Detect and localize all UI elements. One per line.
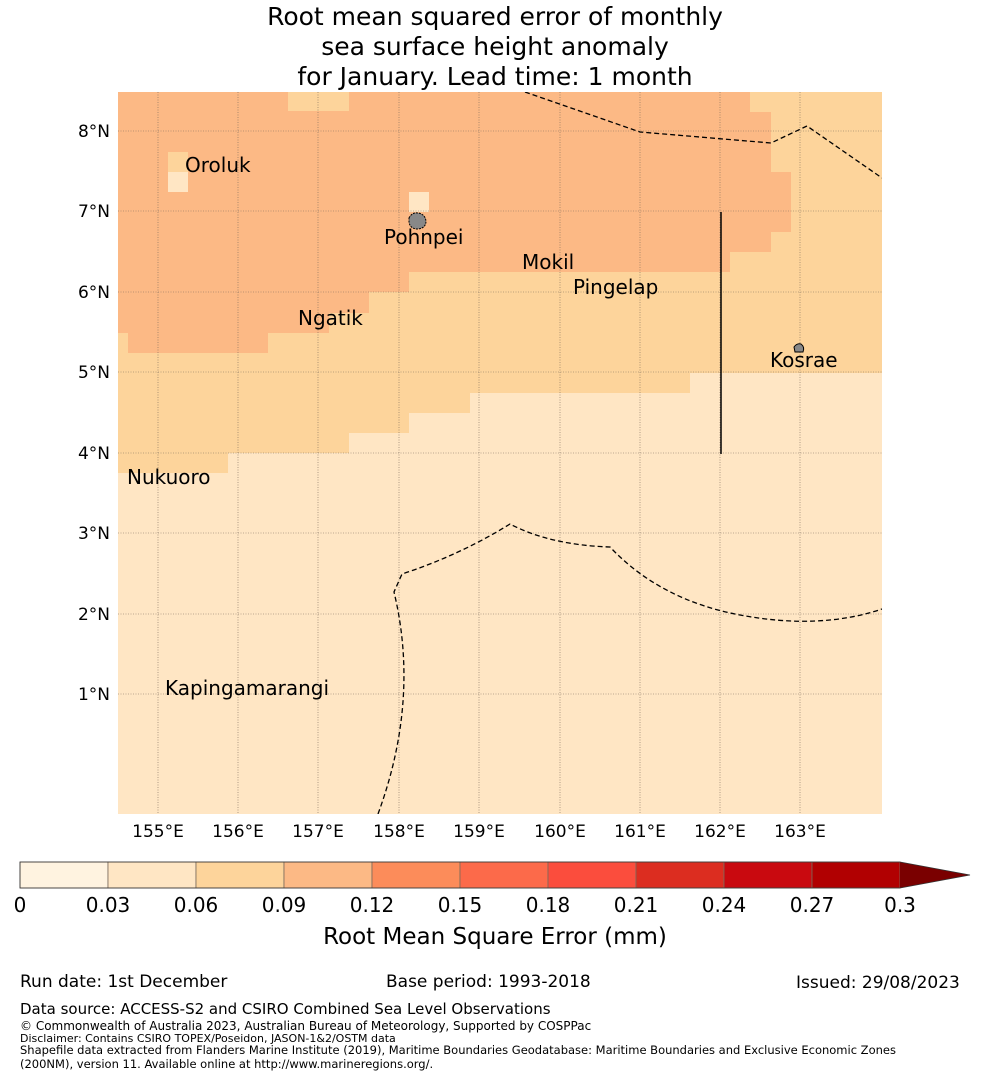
lon-label-161e: 161°E — [614, 822, 666, 842]
colorbar-swatch-8 — [723, 861, 813, 889]
colorbar-swatch-4 — [371, 861, 461, 889]
lat-labels: 8°N 7°N 6°N 5°N 4°N 3°N 2°N 1°N — [78, 122, 110, 705]
place-kapingamarangi: Kapingamarangi — [165, 676, 329, 700]
colorbar-extend-arrow — [900, 862, 970, 888]
colorbar-swatch-3 — [283, 861, 373, 889]
rmse-cell-pohnpei — [409, 192, 429, 212]
lon-label-160e: 160°E — [534, 822, 586, 842]
place-pingelap: Pingelap — [573, 275, 658, 299]
cb-tick-7: 0.21 — [614, 893, 659, 917]
cb-tick-4: 0.12 — [350, 893, 395, 917]
graticule — [118, 92, 882, 814]
rmse-field — [118, 92, 882, 814]
title-line-3: for January. Lead time: 1 month — [297, 62, 693, 91]
lon-label-155e: 155°E — [132, 822, 184, 842]
kosrae-island — [793, 343, 805, 353]
eez-boundary-north — [524, 92, 882, 179]
issued-date: Issued: 29/08/2023 — [796, 973, 960, 993]
rmse-region-notch-3 — [791, 172, 882, 232]
colorbar-swatch-0 — [19, 861, 109, 889]
place-pohnpei: Pohnpei — [384, 225, 464, 249]
rmse-cell-oroluk-1 — [168, 152, 188, 172]
place-labels: Oroluk Pohnpei Mokil Pingelap Ngatik Kos… — [127, 153, 838, 700]
colorbar — [19, 861, 971, 889]
colorbar-ticks: 0 0.03 0.06 0.09 0.12 0.15 0.18 0.21 0.2… — [14, 893, 916, 917]
title-line-1: Root mean squared error of monthly — [267, 2, 723, 31]
copyright: © Commonwealth of Australia 2023, Austra… — [20, 1019, 592, 1033]
cb-tick-3: 0.09 — [262, 893, 307, 917]
place-nukuoro: Nukuoro — [127, 465, 211, 489]
cb-tick-6: 0.18 — [526, 893, 571, 917]
eez-boundary-south — [377, 523, 882, 814]
cb-tick-8: 0.24 — [702, 893, 747, 917]
base-period: Base period: 1993-2018 — [386, 972, 591, 992]
place-mokil: Mokil — [522, 250, 574, 274]
lat-label-3n: 3°N — [78, 524, 110, 544]
cb-tick-10: 0.3 — [884, 893, 916, 917]
rmse-cell-mid-2 — [409, 393, 470, 413]
rmse-cell-mid-1 — [409, 272, 469, 293]
place-ngatik: Ngatik — [298, 306, 363, 330]
colorbar-swatch-6 — [547, 861, 637, 889]
place-oroluk: Oroluk — [185, 153, 251, 177]
cb-tick-1: 0.03 — [86, 893, 131, 917]
lon-label-159e: 159°E — [453, 822, 505, 842]
shapefile-credit-1: Shapefile data extracted from Flanders M… — [20, 1043, 896, 1057]
colorbar-label: Root Mean Square Error (mm) — [323, 924, 667, 950]
cb-tick-0: 0 — [14, 893, 27, 917]
title-line-2: sea surface height anomaly — [321, 32, 669, 61]
colorbar-swatch-7 — [635, 861, 725, 889]
lat-label-7n: 7°N — [78, 202, 110, 222]
colorbar-swatch-1 — [107, 861, 197, 889]
lon-label-163e: 163°E — [774, 822, 826, 842]
lat-label-6n: 6°N — [78, 283, 110, 303]
lat-label-5n: 5°N — [78, 363, 110, 383]
chart-title: Root mean squared error of monthly sea s… — [0, 2, 990, 92]
data-source: Data source: ACCESS-S2 and CSIRO Combine… — [20, 1000, 551, 1018]
rmse-map: 8°N 7°N 6°N 5°N 4°N 3°N 2°N 1°N 155°E 15… — [14, 92, 971, 950]
lat-label-8n: 8°N — [78, 122, 110, 142]
cb-tick-2: 0.06 — [174, 893, 219, 917]
rmse-cell-oroluk-2 — [168, 172, 188, 192]
rmse-region-high — [118, 92, 791, 353]
lon-label-162e: 162°E — [694, 822, 746, 842]
run-date: Run date: 1st December — [20, 972, 228, 992]
lon-label-158e: 158°E — [373, 822, 425, 842]
colorbar-frame — [19, 861, 971, 889]
colorbar-swatch-2 — [195, 861, 285, 889]
disclaimer: Disclaimer: Contains CSIRO TOPEX/Poseido… — [20, 1032, 396, 1045]
shapefile-credit-2: (200NM), version 11. Available online at… — [20, 1057, 434, 1071]
rmse-region-notch-2 — [771, 112, 882, 172]
lat-label-2n: 2°N — [78, 605, 110, 625]
rmse-region-notch-4 — [288, 92, 349, 111]
lat-label-1n: 1°N — [78, 685, 110, 705]
lon-label-156e: 156°E — [212, 822, 264, 842]
lat-label-4n: 4°N — [78, 444, 110, 464]
lon-labels: 155°E 156°E 157°E 158°E 159°E 160°E 161°… — [132, 822, 826, 842]
eez-boundaries — [377, 92, 882, 814]
pohnpei-island — [408, 212, 427, 230]
cb-tick-9: 0.27 — [790, 893, 835, 917]
place-kosrae: Kosrae — [770, 348, 838, 372]
colorbar-swatch-5 — [459, 861, 549, 889]
lon-label-157e: 157°E — [292, 822, 344, 842]
cb-tick-5: 0.15 — [438, 893, 483, 917]
colorbar-swatch-9 — [811, 861, 901, 889]
rmse-region-notch-1 — [750, 92, 882, 112]
